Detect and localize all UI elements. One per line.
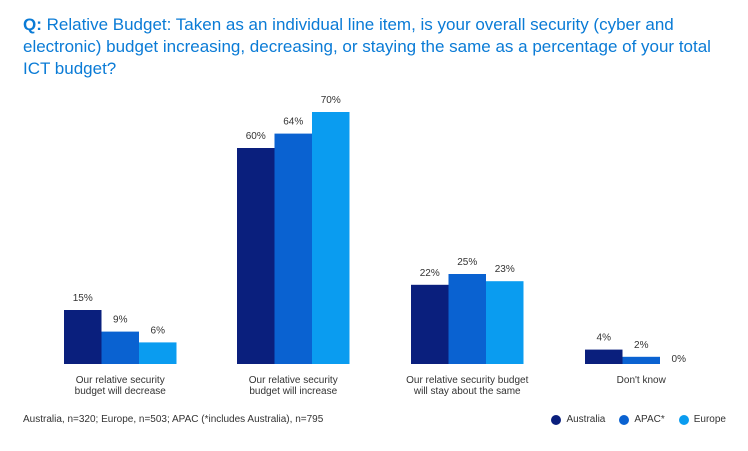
legend: Australia APAC* Europe <box>551 414 726 425</box>
bar-apac-0 <box>101 331 139 364</box>
data-label-europe-0: 6% <box>151 325 166 336</box>
legend-item-australia: Australia <box>551 414 605 425</box>
legend-label-australia: Australia <box>566 414 606 425</box>
legend-item-europe: Europe <box>678 414 726 425</box>
data-label-australia-2: 22% <box>420 268 440 279</box>
bar-australia-3 <box>585 349 623 364</box>
data-label-australia-3: 4% <box>597 333 612 344</box>
legend-label-europe: Europe <box>693 414 726 425</box>
category-label-0-line-1: budget will decrease <box>75 386 167 397</box>
category-label-2-line-1: will stay about the same <box>413 386 521 397</box>
bar-europe-1 <box>312 112 350 364</box>
data-label-europe-3: 0% <box>672 354 687 365</box>
bar-australia-1 <box>237 148 275 364</box>
bar-apac-2 <box>448 274 486 364</box>
legend-swatch-europe <box>678 414 689 425</box>
data-label-australia-0: 15% <box>73 293 93 304</box>
category-label-1-line-0: Our relative security <box>249 375 338 386</box>
bar-australia-2 <box>411 284 449 364</box>
bar-europe-2 <box>486 281 524 364</box>
chart-title: Q: Relative Budget: Taken as an individu… <box>23 14 733 80</box>
category-label-2-line-0: Our relative security budget <box>406 375 529 386</box>
bar-australia-0 <box>64 310 102 364</box>
data-label-apac-1: 64% <box>283 117 303 128</box>
bar-europe-0 <box>139 342 177 364</box>
data-label-australia-1: 60% <box>246 131 266 142</box>
sample-size-note: Australia, n=320; Europe, n=503; APAC (*… <box>23 414 324 425</box>
category-label-3-line-0: Don't know <box>617 375 667 386</box>
legend-swatch-australia <box>551 414 562 425</box>
bar-apac-1 <box>274 133 312 364</box>
data-label-apac-3: 2% <box>634 340 649 351</box>
data-label-europe-2: 23% <box>495 264 515 275</box>
category-label-1-line-1: budget will increase <box>249 386 337 397</box>
legend-label-apac: APAC* <box>634 414 665 425</box>
data-label-apac-2: 25% <box>457 257 477 268</box>
title-text: Relative Budget: Taken as an individual … <box>23 15 711 78</box>
legend-item-apac: APAC* <box>619 414 665 425</box>
title-prefix: Q: <box>23 15 42 34</box>
data-label-apac-0: 9% <box>113 315 128 326</box>
bar-apac-3 <box>622 356 660 364</box>
legend-swatch-apac <box>619 414 630 425</box>
category-label-0-line-0: Our relative security <box>76 375 165 386</box>
data-label-europe-1: 70% <box>321 95 341 106</box>
